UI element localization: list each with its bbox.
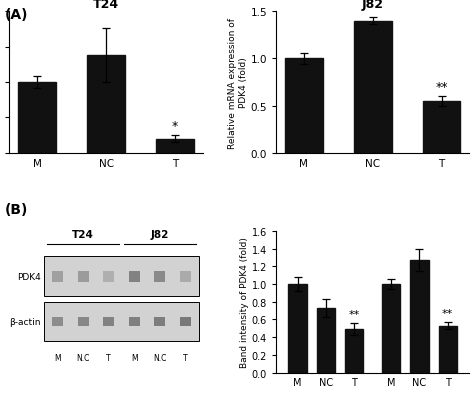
Y-axis label: Relative mRNA expression of
PDK4 (fold): Relative mRNA expression of PDK4 (fold) <box>228 17 247 148</box>
Bar <box>53 271 63 282</box>
Text: T: T <box>107 353 111 362</box>
Y-axis label: Band intensity of PDK4 (fold): Band intensity of PDK4 (fold) <box>240 237 249 367</box>
Bar <box>103 317 114 326</box>
Bar <box>44 257 199 296</box>
Bar <box>285 59 323 153</box>
Text: J82: J82 <box>411 403 428 405</box>
Text: **: ** <box>435 81 448 94</box>
Bar <box>156 139 194 153</box>
Bar <box>180 317 191 326</box>
Bar <box>78 317 89 326</box>
Bar <box>129 317 139 326</box>
Text: PDK4: PDK4 <box>17 272 40 281</box>
Text: (B): (B) <box>5 202 28 216</box>
Text: J82: J82 <box>151 230 169 240</box>
Text: β-actin: β-actin <box>9 317 40 326</box>
Bar <box>288 284 307 373</box>
Title: J82: J82 <box>362 0 383 11</box>
Bar <box>103 271 114 282</box>
Bar <box>44 302 199 341</box>
Text: M: M <box>55 353 61 362</box>
Bar <box>78 271 89 282</box>
Bar <box>423 102 460 153</box>
Text: **: ** <box>349 309 360 320</box>
Bar <box>410 260 428 373</box>
Text: (A): (A) <box>5 8 28 22</box>
Text: T: T <box>183 353 188 362</box>
Bar <box>438 326 457 373</box>
Bar <box>155 317 165 326</box>
Bar <box>382 284 400 373</box>
Text: *: * <box>172 119 178 132</box>
Bar <box>155 271 165 282</box>
Text: N.C: N.C <box>153 353 166 362</box>
Bar <box>18 83 56 153</box>
Bar <box>345 329 364 373</box>
Text: T24: T24 <box>316 403 336 405</box>
Bar <box>354 21 392 153</box>
Text: N.C: N.C <box>77 353 90 362</box>
Title: T24: T24 <box>93 0 119 11</box>
Bar <box>317 308 335 373</box>
Bar <box>87 56 125 153</box>
Bar <box>180 271 191 282</box>
Text: T24: T24 <box>73 230 94 240</box>
Text: M: M <box>131 353 137 362</box>
Text: **: ** <box>442 309 453 319</box>
Bar <box>129 271 139 282</box>
Bar <box>53 317 63 326</box>
